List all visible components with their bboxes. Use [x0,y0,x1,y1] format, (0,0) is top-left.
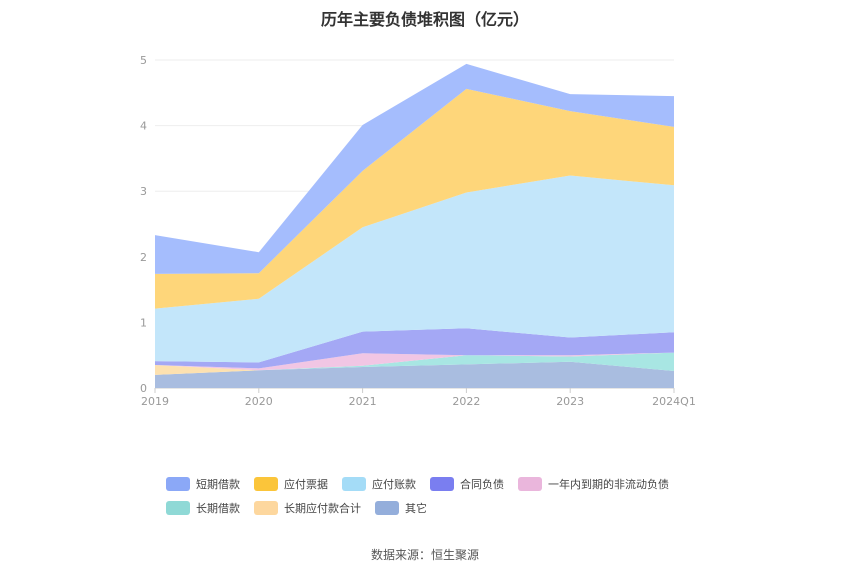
legend-item-accounts-payable[interactable]: 应付账款 [342,476,416,492]
legend-item-long-term-payables[interactable]: 长期应付款合计 [254,500,361,516]
legend-swatch [430,477,454,491]
data-source-note: 数据来源：恒生聚源 [370,548,479,562]
legend-row-1: 短期借款 应付票据 应付账款 合同负债 一年内到期的非流动负债 [166,472,726,496]
x-tick-label: 2024Q1 [652,395,696,408]
y-tick-label: 0 [140,382,147,395]
legend-row-2: 长期借款 长期应付款合计 其它 [166,496,726,520]
area-series-长期借款[interactable] [155,352,674,371]
x-tick-label: 2019 [141,395,169,408]
legend-swatch [254,477,278,491]
legend-label: 应付票据 [284,478,328,491]
legend-item-notes-payable[interactable]: 应付票据 [254,476,328,492]
legend-label: 短期借款 [196,478,240,491]
legend-swatch [518,477,542,491]
legend-item-contract-liabilities[interactable]: 合同负债 [430,476,504,492]
area-series-一年内到期的非流动负债[interactable] [155,352,674,371]
area-series-合同负债[interactable] [155,328,674,369]
legend-swatch [166,477,190,491]
chart-legend: 短期借款 应付票据 应付账款 合同负债 一年内到期的非流动负债 长期借款 长期应… [166,472,726,520]
y-tick-label: 1 [140,316,147,329]
area-series-短期借款[interactable] [155,63,674,274]
legend-label: 应付账款 [372,478,416,491]
area-series-应付账款[interactable] [155,175,674,363]
legend-swatch [375,501,399,515]
chart-title: 历年主要负债堆积图（亿元） [320,10,529,29]
x-tick-label: 2021 [349,395,377,408]
legend-item-short-term-loans[interactable]: 短期借款 [166,476,240,492]
legend-swatch [166,501,190,515]
y-tick-label: 2 [140,251,147,264]
x-tick-label: 2023 [556,395,584,408]
stacked-area-chart: 0 1 2 3 4 5 2019 2020 2021 2022 2023 2024Q1 [140,54,696,408]
legend-swatch [342,477,366,491]
area-series-应付票据[interactable] [155,88,674,309]
area-series-其它[interactable] [155,361,674,388]
y-tick-label: 5 [140,54,147,67]
legend-item-current-portion-noncurrent[interactable]: 一年内到期的非流动负债 [518,476,669,492]
legend-label: 长期借款 [196,502,240,515]
legend-label: 一年内到期的非流动负债 [548,478,669,491]
legend-item-long-term-loans[interactable]: 长期借款 [166,500,240,516]
legend-item-other[interactable]: 其它 [375,500,427,516]
y-tick-label: 4 [140,120,147,133]
legend-swatch [254,501,278,515]
legend-label: 其它 [405,502,427,515]
y-tick-label: 3 [140,185,147,198]
legend-label: 长期应付款合计 [284,502,361,515]
x-tick-label: 2020 [245,395,273,408]
legend-label: 合同负债 [460,478,504,491]
x-tick-label: 2022 [452,395,480,408]
